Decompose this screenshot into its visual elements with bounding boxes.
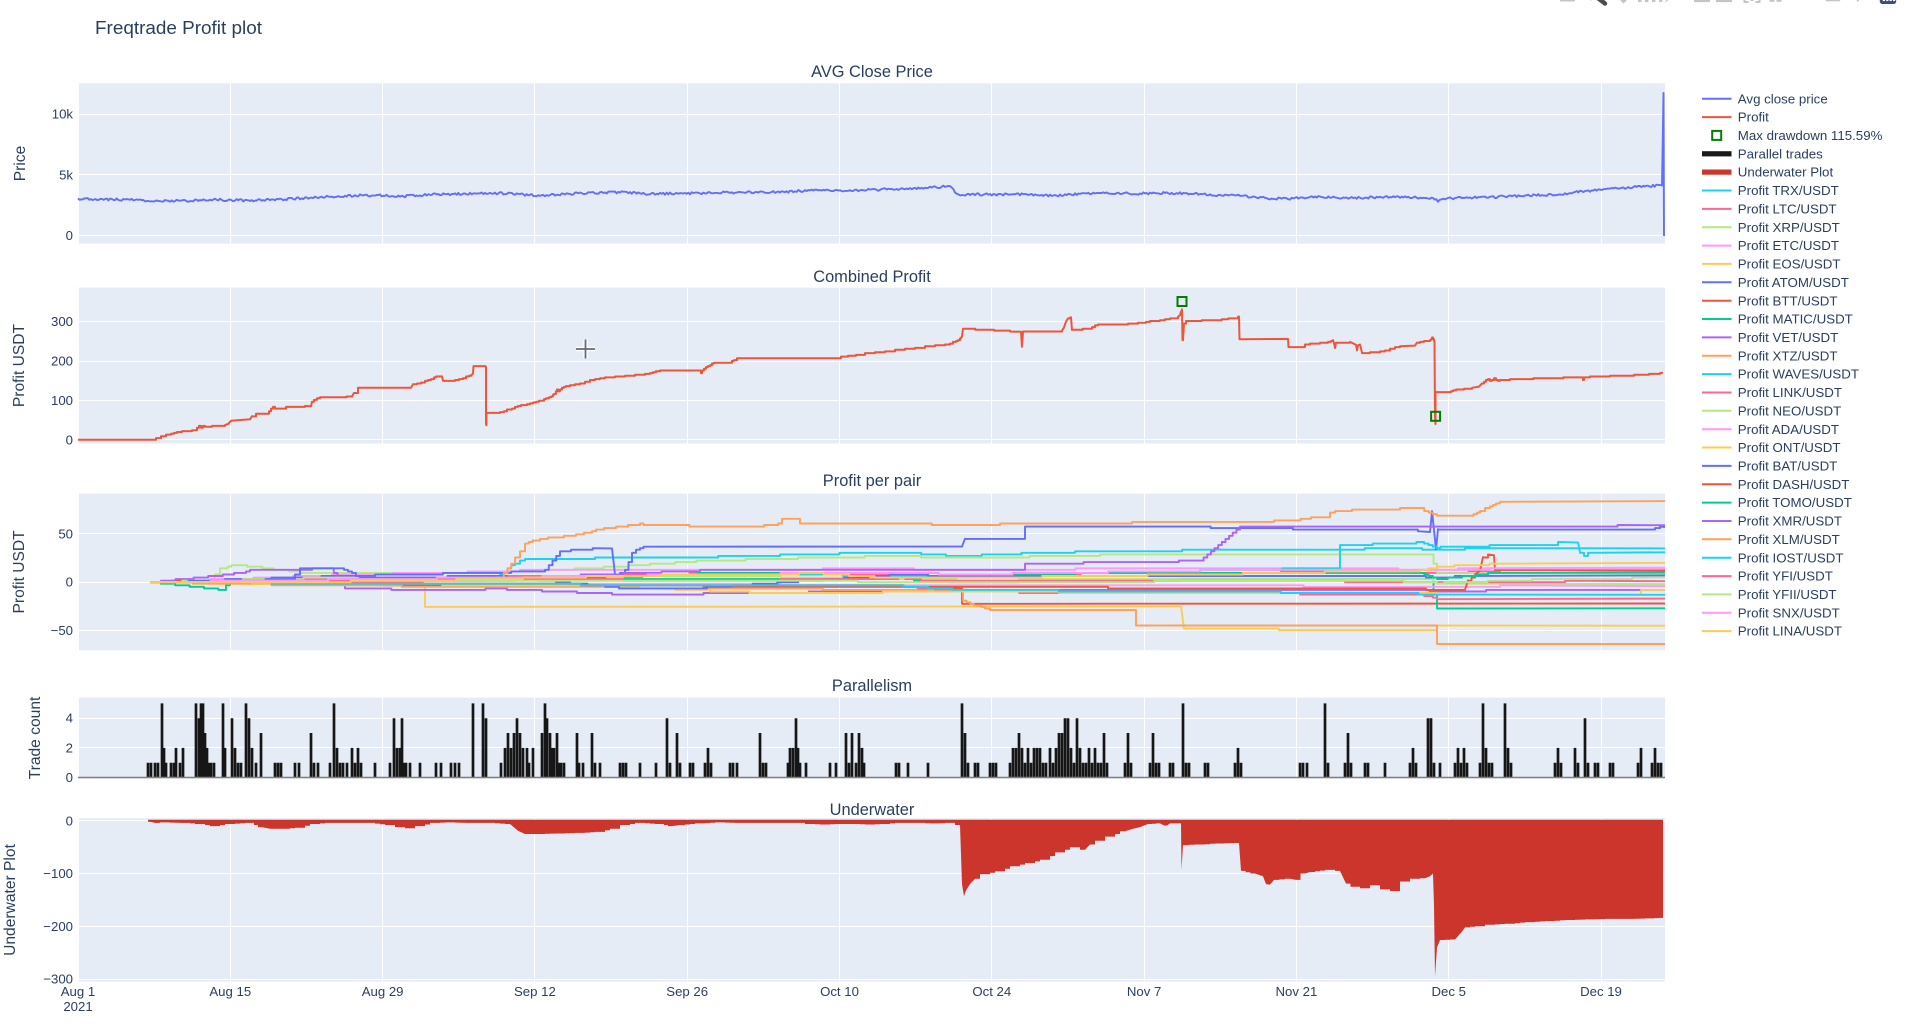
svg-text:Aug 29: Aug 29 xyxy=(362,984,404,999)
svg-text:300: 300 xyxy=(51,314,73,329)
svg-text:Profit YFII/USDT: Profit YFII/USDT xyxy=(1738,587,1837,602)
svg-text:−50: −50 xyxy=(51,623,73,638)
svg-text:Sep 12: Sep 12 xyxy=(514,984,556,999)
svg-text:Profit USDT: Profit USDT xyxy=(11,323,28,407)
svg-text:Profit ETC/USDT: Profit ETC/USDT xyxy=(1738,238,1839,253)
svg-text:0: 0 xyxy=(66,432,73,447)
svg-text:Profit BAT/USDT: Profit BAT/USDT xyxy=(1738,459,1838,474)
svg-text:Profit LTC/USDT: Profit LTC/USDT xyxy=(1738,201,1837,216)
svg-text:Profit XMR/USDT: Profit XMR/USDT xyxy=(1738,514,1842,529)
svg-text:Oct 10: Oct 10 xyxy=(820,984,859,999)
svg-text:Profit USDT: Profit USDT xyxy=(11,530,28,614)
svg-text:Nov 21: Nov 21 xyxy=(1276,984,1318,999)
svg-text:Profit XTZ/USDT: Profit XTZ/USDT xyxy=(1738,348,1838,363)
svg-text:Nov 7: Nov 7 xyxy=(1127,984,1161,999)
svg-text:Price: Price xyxy=(12,146,29,182)
svg-text:2021: 2021 xyxy=(63,999,92,1014)
svg-text:Profit ATOM/USDT: Profit ATOM/USDT xyxy=(1738,275,1849,290)
svg-text:Profit LINK/USDT: Profit LINK/USDT xyxy=(1738,385,1842,400)
svg-text:Avg close price: Avg close price xyxy=(1738,91,1828,106)
svg-text:Profit TOMO/USDT: Profit TOMO/USDT xyxy=(1738,495,1852,510)
svg-text:Dec 19: Dec 19 xyxy=(1580,984,1622,999)
svg-text:Underwater: Underwater xyxy=(830,801,915,819)
svg-text:Profit LINA/USDT: Profit LINA/USDT xyxy=(1738,624,1842,639)
svg-text:Underwater Plot: Underwater Plot xyxy=(1738,165,1834,180)
svg-text:Underwater Plot: Underwater Plot xyxy=(2,843,19,955)
svg-text:Combined Profit: Combined Profit xyxy=(813,268,931,286)
svg-text:Parallel trades: Parallel trades xyxy=(1738,146,1823,161)
svg-text:200: 200 xyxy=(51,354,73,369)
svg-text:Sep 26: Sep 26 xyxy=(666,984,708,999)
svg-text:0: 0 xyxy=(66,813,73,828)
svg-text:Profit NEO/USDT: Profit NEO/USDT xyxy=(1738,403,1841,418)
svg-text:Profit WAVES/USDT: Profit WAVES/USDT xyxy=(1738,367,1859,382)
svg-text:4: 4 xyxy=(66,711,73,726)
svg-text:Oct 24: Oct 24 xyxy=(972,984,1011,999)
svg-text:50: 50 xyxy=(58,526,73,541)
svg-text:5k: 5k xyxy=(59,167,73,182)
svg-text:−300: −300 xyxy=(43,972,73,987)
svg-text:Profit per pair: Profit per pair xyxy=(823,472,922,490)
svg-text:0: 0 xyxy=(66,575,73,590)
svg-text:Aug 1: Aug 1 xyxy=(61,984,95,999)
svg-text:Trade count: Trade count xyxy=(27,696,44,779)
svg-text:100: 100 xyxy=(51,393,73,408)
svg-text:Profit TRX/USDT: Profit TRX/USDT xyxy=(1738,183,1839,198)
svg-text:AVG Close Price: AVG Close Price xyxy=(811,63,933,81)
svg-text:Profit EOS/USDT: Profit EOS/USDT xyxy=(1738,257,1841,272)
svg-text:Parallelism: Parallelism xyxy=(832,677,912,695)
svg-text:Max drawdown 115.59%: Max drawdown 115.59% xyxy=(1738,128,1883,143)
svg-text:Profit ADA/USDT: Profit ADA/USDT xyxy=(1738,422,1839,437)
svg-text:0: 0 xyxy=(66,770,73,785)
svg-text:Profit ONT/USDT: Profit ONT/USDT xyxy=(1738,440,1841,455)
svg-text:Profit VET/USDT: Profit VET/USDT xyxy=(1738,330,1838,345)
svg-text:Profit BTT/USDT: Profit BTT/USDT xyxy=(1738,293,1838,308)
svg-text:Profit MATIC/USDT: Profit MATIC/USDT xyxy=(1738,312,1853,327)
svg-text:Profit XRP/USDT: Profit XRP/USDT xyxy=(1738,220,1840,235)
svg-text:Profit YFI/USDT: Profit YFI/USDT xyxy=(1738,569,1833,584)
svg-text:Profit: Profit xyxy=(1738,110,1769,125)
svg-text:2: 2 xyxy=(66,740,73,755)
svg-text:−200: −200 xyxy=(43,919,73,934)
svg-text:Freqtrade Profit plot: Freqtrade Profit plot xyxy=(95,18,263,39)
svg-text:−100: −100 xyxy=(43,866,73,881)
svg-text:Aug 15: Aug 15 xyxy=(209,984,251,999)
svg-text:Dec 5: Dec 5 xyxy=(1431,984,1465,999)
svg-text:Profit IOST/USDT: Profit IOST/USDT xyxy=(1738,550,1844,565)
svg-text:0: 0 xyxy=(66,228,73,243)
svg-text:Profit SNX/USDT: Profit SNX/USDT xyxy=(1738,605,1840,620)
svg-text:Profit XLM/USDT: Profit XLM/USDT xyxy=(1738,532,1840,547)
svg-text:10k: 10k xyxy=(52,107,74,122)
svg-text:Profit DASH/USDT: Profit DASH/USDT xyxy=(1738,477,1850,492)
